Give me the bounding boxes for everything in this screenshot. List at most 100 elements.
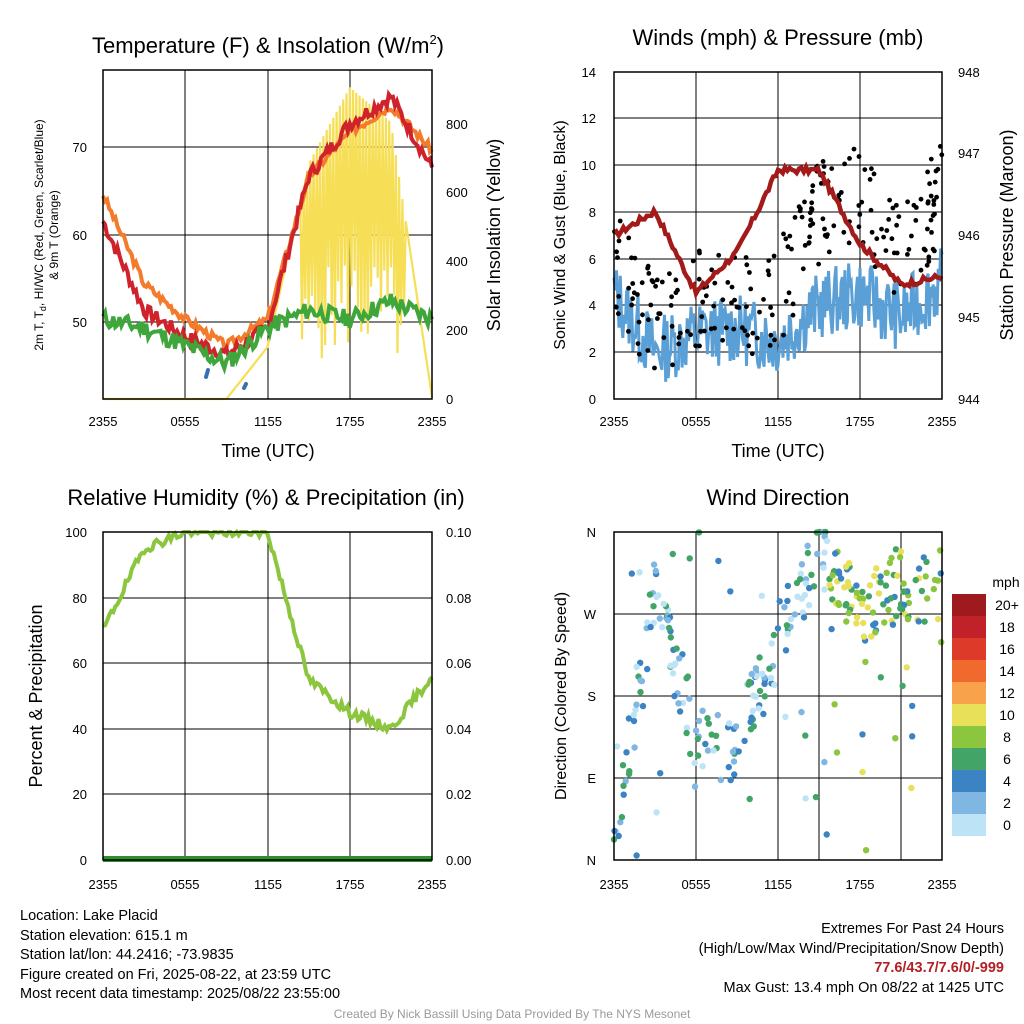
- gust-point: [874, 236, 880, 242]
- gust-point: [698, 328, 703, 334]
- rh-ylabel: Percent & Precipitation: [26, 604, 46, 787]
- temp-ytick: 70: [73, 140, 87, 155]
- direction-point: [864, 604, 871, 611]
- rh-ytick: 60: [73, 656, 87, 671]
- gust-point: [754, 335, 760, 341]
- gust-point: [806, 240, 812, 246]
- precip-ytick: 0.02: [446, 787, 471, 802]
- direction-point: [631, 744, 638, 751]
- direction-point: [702, 740, 709, 748]
- wind-xlabel: Time (UTC): [731, 441, 824, 461]
- direction-point: [727, 588, 734, 595]
- wind-x-ticks: 2355 0555 1155 1755 2355: [600, 414, 957, 429]
- gust-point: [926, 259, 932, 264]
- direction-point: [633, 663, 640, 671]
- direction-point: [806, 584, 813, 592]
- direction-point: [930, 585, 937, 593]
- dir-xtick: 0555: [682, 877, 711, 892]
- gust-point: [781, 332, 786, 338]
- gust-point: [822, 226, 827, 232]
- direction-point: [759, 670, 766, 677]
- gust-point: [732, 297, 737, 303]
- gust-point: [810, 183, 816, 189]
- gust-point: [925, 169, 930, 175]
- gust-point: [889, 236, 895, 242]
- temp-xlabel: Time (UTC): [221, 441, 314, 461]
- gust-point: [799, 214, 805, 220]
- direction-point: [613, 743, 621, 750]
- temp-xtick: 2355: [418, 414, 447, 429]
- gust-point: [670, 362, 675, 368]
- gust-point: [807, 210, 813, 216]
- gust-point: [810, 189, 815, 194]
- direction-point: [859, 588, 866, 596]
- direction-point: [758, 592, 765, 599]
- direction-point: [735, 748, 742, 755]
- gust-point: [668, 303, 674, 308]
- gust-point: [761, 297, 766, 302]
- gust-point: [933, 168, 939, 174]
- gust-point: [711, 303, 717, 309]
- direction-point: [899, 682, 906, 690]
- gust-point: [766, 258, 772, 263]
- gust-point: [909, 233, 914, 239]
- direction-point: [900, 588, 908, 595]
- direction-point: [644, 619, 651, 626]
- gust-point: [792, 215, 798, 220]
- direction-point: [862, 847, 870, 854]
- direction-point: [699, 763, 706, 770]
- extremes-values: 77.6/43.7/7.6/0/-999: [874, 960, 1004, 977]
- direction-point: [620, 782, 627, 789]
- gust-point: [629, 255, 634, 261]
- direction-point: [859, 595, 867, 603]
- direction-point: [897, 548, 905, 555]
- wind-ytick: 14: [582, 65, 596, 80]
- direction-point: [796, 576, 804, 583]
- direction-point: [657, 770, 664, 777]
- gust-point: [629, 302, 634, 308]
- gust-point: [928, 193, 934, 199]
- gust-point: [724, 325, 729, 331]
- dir-ytick: S: [587, 689, 596, 704]
- direction-point: [784, 597, 791, 605]
- direction-point: [687, 750, 694, 758]
- direction-point: [619, 762, 627, 769]
- direction-point: [826, 581, 833, 589]
- gust-point: [846, 240, 852, 246]
- rh-ytick: 0: [80, 853, 87, 868]
- gust-point: [673, 277, 679, 283]
- gust-point: [894, 202, 899, 208]
- legend-swatch: [952, 792, 986, 814]
- direction-point: [691, 783, 699, 790]
- direction-point: [873, 565, 880, 572]
- gust-point: [789, 246, 794, 252]
- gust-point: [702, 328, 707, 334]
- gust-point: [749, 351, 755, 357]
- gust-point: [856, 224, 862, 230]
- direction-point: [804, 542, 811, 549]
- gust-point: [856, 203, 862, 208]
- direction-point: [904, 616, 912, 623]
- legend-swatch: [952, 748, 986, 770]
- legend-label: 14: [999, 663, 1015, 679]
- gust-point: [636, 351, 642, 357]
- rh-ytick: 20: [73, 787, 87, 802]
- direction-point: [865, 593, 873, 600]
- gust-point: [883, 248, 889, 254]
- direction-point: [866, 582, 874, 589]
- wind-ytick: 4: [589, 298, 596, 313]
- gust-point: [639, 280, 645, 286]
- direction-point: [761, 693, 768, 700]
- rh-ytick: 80: [73, 591, 87, 606]
- location-text: Location: Lake Placid: [20, 908, 158, 924]
- rh-xtick: 2355: [418, 877, 447, 892]
- gust-point: [905, 252, 910, 257]
- dir-y-ticks: N E S W N: [584, 525, 597, 868]
- legend-label: 20+: [995, 597, 1019, 613]
- gust-point: [869, 229, 875, 235]
- legend-swatch: [952, 682, 986, 704]
- precip-ytick: 0.04: [446, 722, 471, 737]
- legend-label: 10: [999, 707, 1015, 723]
- direction-point: [787, 615, 795, 623]
- direction-point: [691, 759, 698, 767]
